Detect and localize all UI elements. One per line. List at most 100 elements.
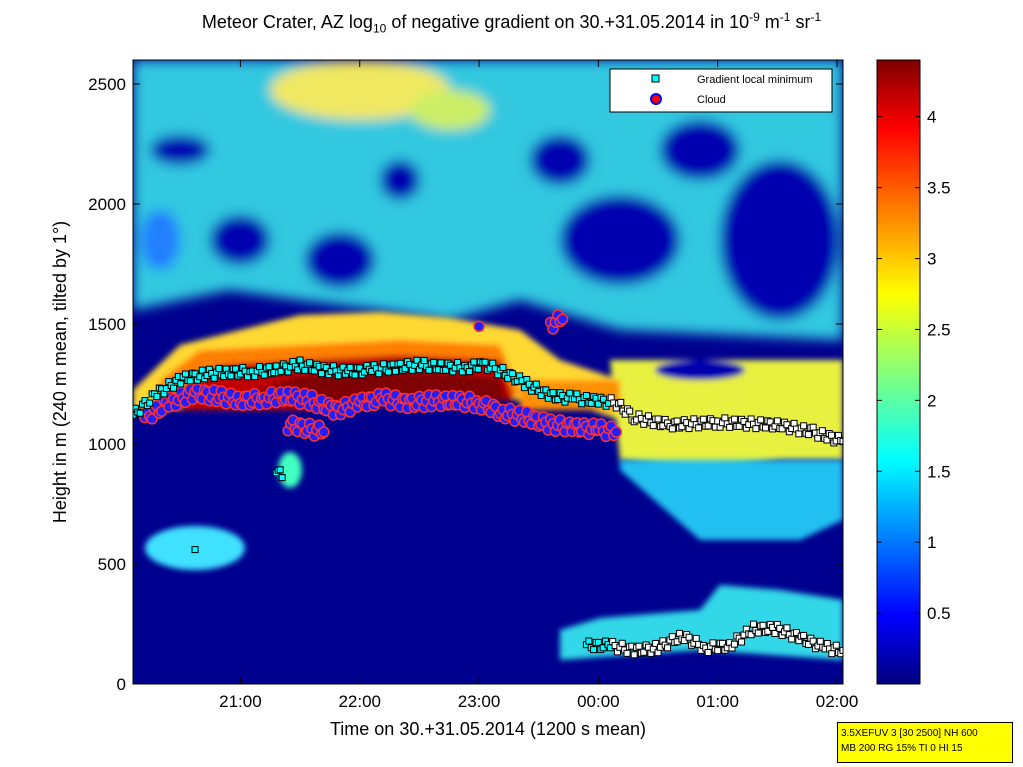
gradient-minimum-marker [783,421,791,429]
gradient-minimum-marker [617,398,625,406]
gradient-minimum-marker [310,367,318,375]
gradient-minimum-marker [554,395,562,403]
gradient-minimum-marker [306,359,314,367]
gradient-minimum-marker [773,417,781,425]
settings-info-box: 3.5XEFUV 3 [30 2500] NH 600 MB 200 RG 15… [837,722,1013,763]
gradient-minimum-marker [272,362,280,370]
gradient-minimum-marker [757,416,765,424]
gradient-minimum-marker [425,366,433,374]
gradient-minimum-marker [276,466,284,474]
gradient-minimum-marker [800,631,808,639]
y-tick-label: 1000 [88,435,126,454]
gradient-minimum-marker [795,430,803,438]
gradient-minimum-marker [294,366,302,374]
chart-title: Meteor Crater, AZ log10 of negative grad… [201,10,822,36]
gradient-minimum-marker [232,365,240,373]
legend-box [609,68,833,113]
y-axis-title: Height in m (240 m mean, tilted by 1°) [50,221,70,523]
gradient-minimum-marker [182,370,190,378]
gradient-minimum-marker [809,423,817,431]
gradient-minimum-marker [761,424,769,432]
gradient-minimum-marker [339,363,347,371]
gradient-minimum-marker [296,356,304,364]
marker-layer [133,309,843,659]
gradient-minimum-marker [198,366,206,374]
gradient-minimum-marker [146,399,154,407]
gradient-minimum-marker [430,358,438,366]
gradient-minimum-marker [730,640,738,648]
colorbar: 0.5 1 1.5 2 2.5 3 3.5 4 [876,59,951,685]
x-tick-label: 00:00 [577,692,620,711]
gradient-minimum-marker [839,646,843,654]
colorbar-tick-label: 2.5 [927,320,951,339]
gradient-minimum-marker [699,415,707,423]
colorbar-tick-label: 3.5 [927,179,951,198]
gradient-minimum-marker [678,423,686,431]
gradient-minimum-marker [191,546,199,554]
gradient-minimum-marker [771,630,779,638]
gradient-minimum-marker [301,366,309,374]
gradient-minimum-marker [764,627,772,635]
gradient-minimum-marker [828,650,836,658]
gradient-minimum-marker [649,422,657,430]
colorbar-gradient [876,59,921,685]
gradient-minimum-marker [730,415,738,423]
gradient-minimum-marker [442,366,450,374]
gradient-minimum-marker [644,412,652,420]
gradient-minimum-marker [652,639,660,647]
gradient-minimum-marker [599,395,607,403]
gradient-minimum-marker [413,356,421,364]
gradient-minimum-marker [776,624,784,632]
gradient-minimum-marker [318,370,326,378]
info-line-2: MB 200 RG 15% TI 0 HI 15 [841,743,963,754]
gradient-minimum-marker [792,629,800,637]
gradient-minimum-marker [594,638,602,646]
gradient-minimum-marker [704,422,712,430]
gradient-minimum-marker [508,370,516,378]
gradient-minimum-marker [585,637,593,645]
colorbar-tick-label: 1 [927,533,936,552]
gradient-minimum-marker [790,419,798,427]
gradient-minimum-marker [356,364,364,372]
gradient-minimum-marker [754,629,762,637]
gradient-minimum-marker [186,377,194,385]
colorbar-tick-label: 4 [927,108,936,127]
plot-frame [132,59,844,685]
gradient-minimum-marker [255,363,263,371]
cloud-marker [556,313,569,325]
gradient-minimum-marker [747,631,755,639]
y-tick-label: 500 [98,555,126,574]
x-axis-title: Time on 30.+31.05.2014 (1200 s mean) [330,719,646,739]
legend-label-cloud: Cloud [697,94,726,106]
axes: 21:00 22:00 23:00 00:00 01:00 02:00 0 500 1000 15… [88,60,858,711]
gradient-minimum-marker [735,422,743,430]
gradient-minimum-marker [578,400,586,408]
gradient-minimum-marker [766,418,774,426]
gradient-minimum-marker [618,639,626,647]
gradient-minimum-marker [839,438,843,446]
y-tick-label: 1500 [88,315,126,334]
gradient-minimum-marker [177,380,185,388]
gradient-minimum-marker [690,415,698,423]
x-tick-label: 23:00 [458,692,501,711]
legend-circle-marker [650,93,662,105]
gradient-minimum-marker [626,407,634,415]
gradient-minimum-marker [227,372,235,380]
colorbar-tick-label: 2 [927,391,936,410]
x-tick-label: 02:00 [816,692,859,711]
gradient-minimum-marker [153,393,161,401]
gradient-minimum-marker [676,629,684,637]
gradient-minimum-marker [828,431,836,439]
gradient-minimum-marker [692,634,700,642]
gradient-minimum-marker [783,624,791,632]
gradient-minimum-marker [420,357,428,365]
gradient-minimum-marker [673,417,681,425]
gradient-minimum-marker [778,425,786,433]
gradient-minimum-marker [549,389,557,397]
gradient-minimum-marker [590,646,598,654]
gradient-minimum-marker [396,359,404,367]
gradient-minimum-marker [640,648,648,656]
gradient-minimum-marker [351,371,359,379]
gradient-minimum-marker [265,363,273,371]
